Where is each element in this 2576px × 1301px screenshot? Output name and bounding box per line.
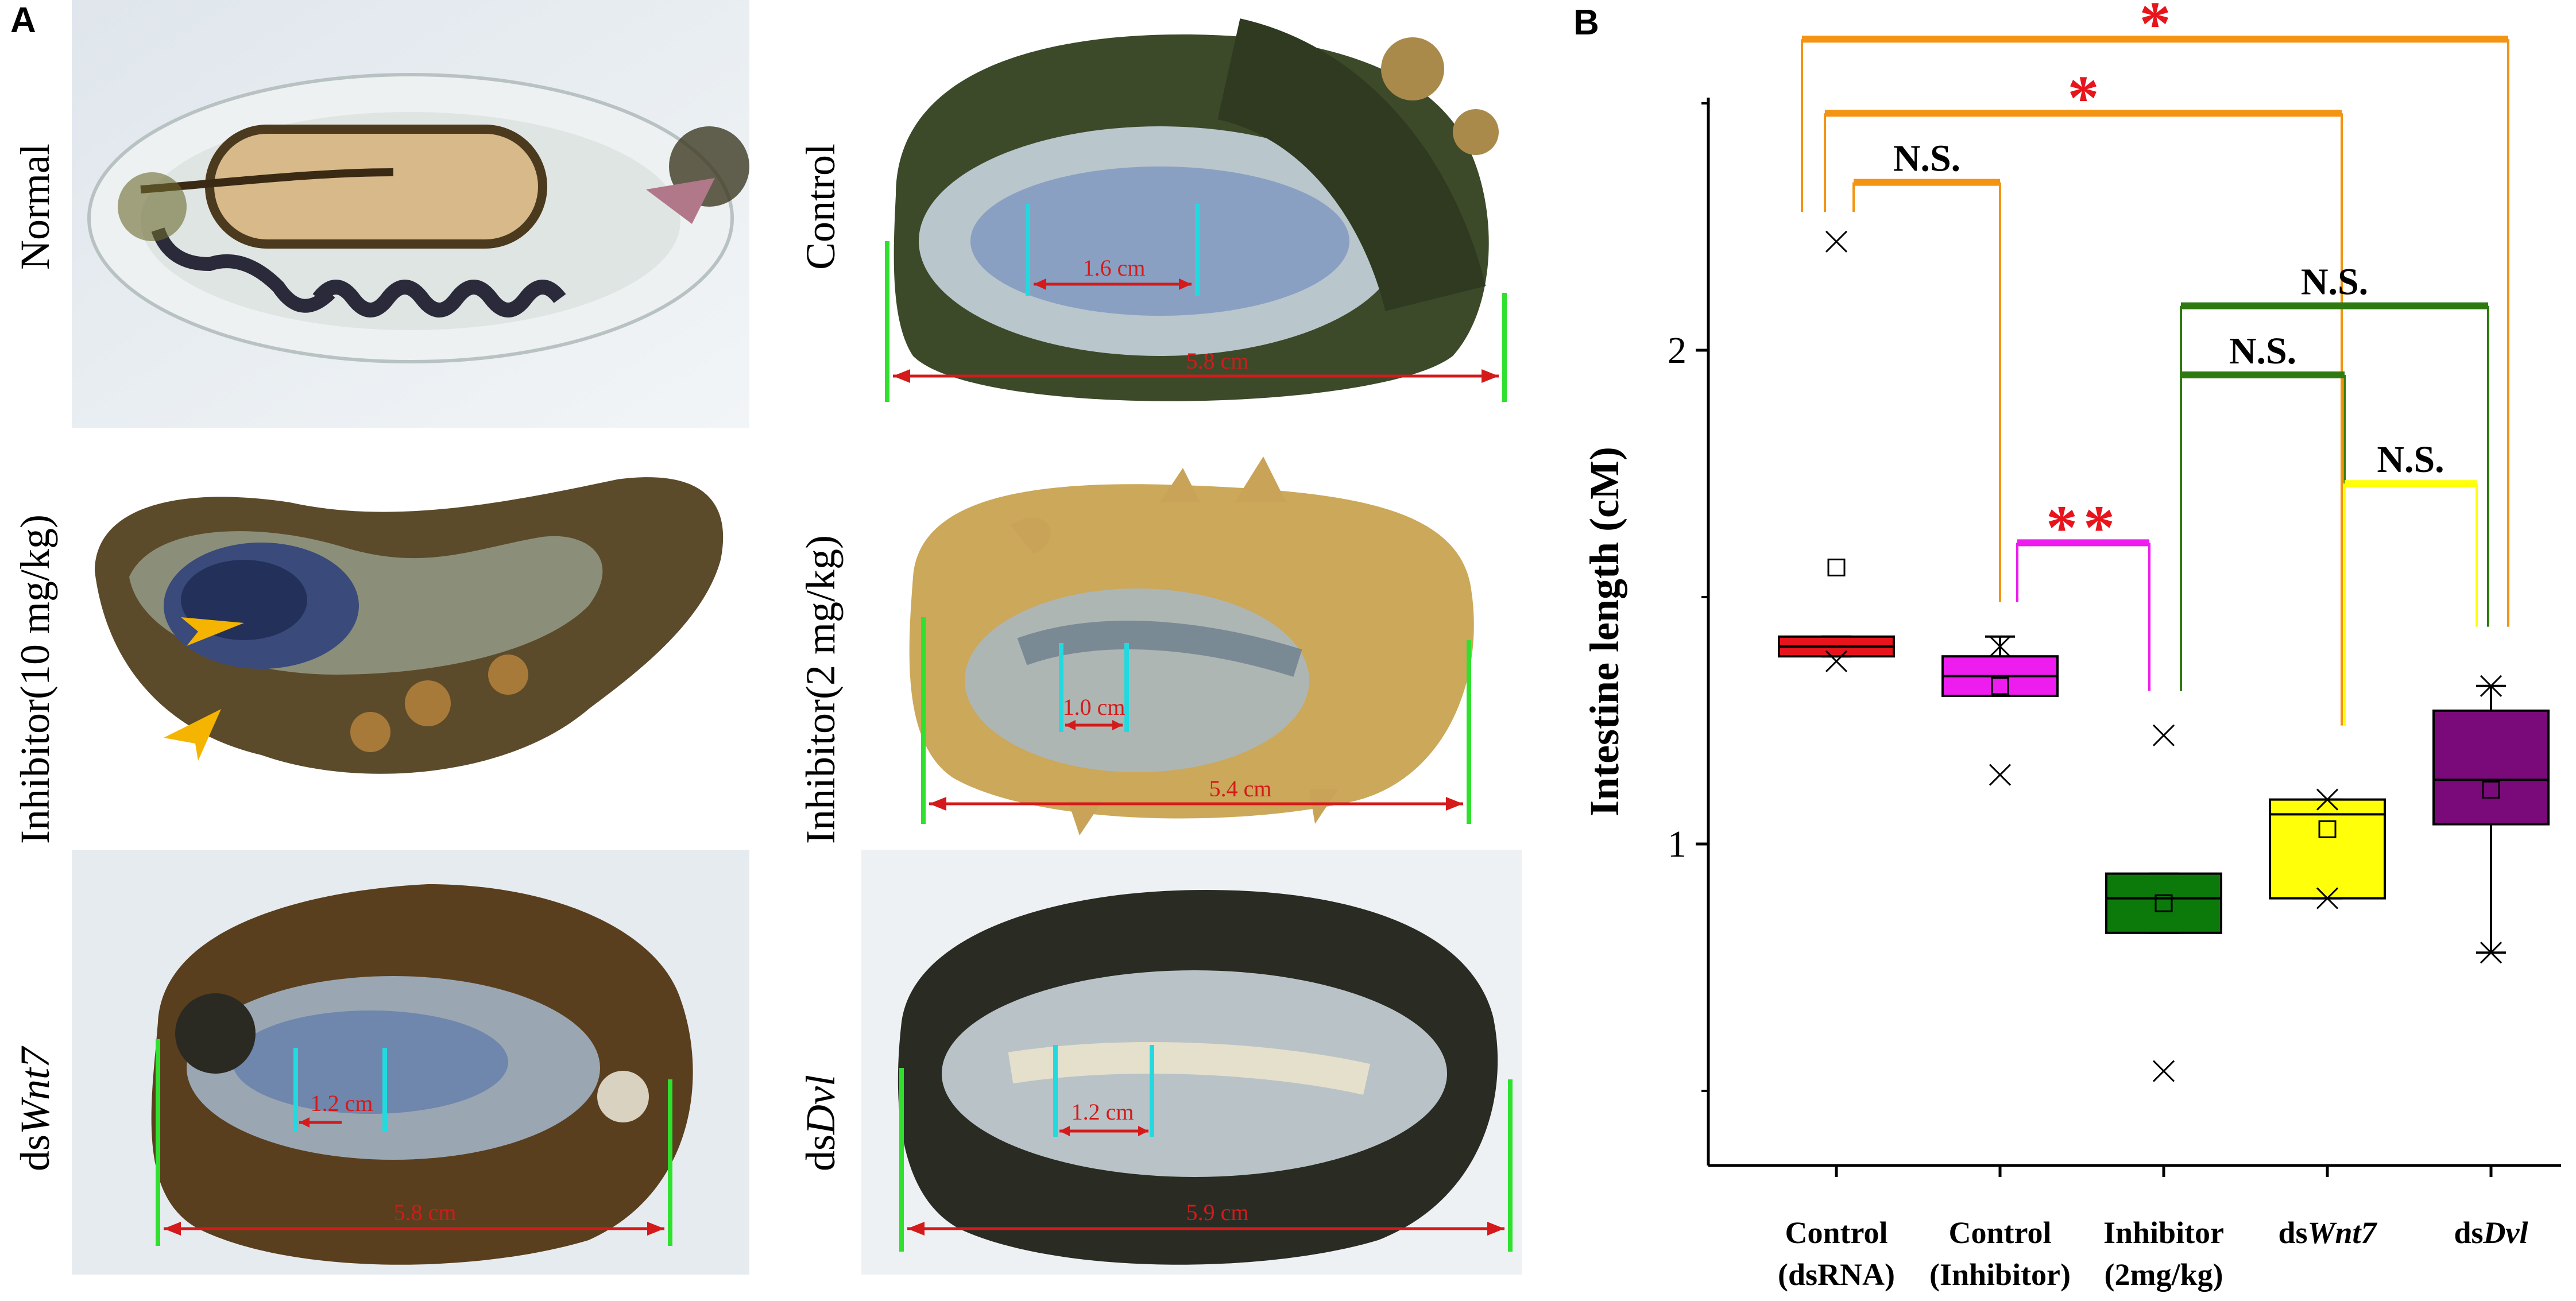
outlier-marker — [2480, 675, 2502, 697]
inhibitor2-measure-long: 5.4 cm — [1209, 776, 1272, 801]
outlier-marker — [2316, 788, 2339, 811]
x-tick-label: dsWnt7 — [2278, 1215, 2377, 1250]
photo-inhibitor-10 — [72, 433, 749, 847]
dswnt7-measure-long: 5.8 cm — [394, 1199, 457, 1225]
box-body — [2269, 798, 2386, 900]
box-body — [2432, 709, 2550, 826]
x-tick-label: (2mg/kg) — [2105, 1257, 2223, 1292]
outlier-marker — [2152, 1060, 2175, 1082]
label-dswnt7: dsWnt7 — [12, 1047, 58, 1171]
x-tick-label: dsDvl — [2454, 1215, 2528, 1250]
y-axis-label: Intestine length (cM) — [1581, 447, 1627, 816]
box-0 — [1778, 230, 1895, 672]
outlier-marker — [1989, 764, 2012, 786]
control-measure-long: 5.8 cm — [1186, 348, 1249, 374]
x-tick-label: Inhibitor — [2103, 1215, 2224, 1250]
significance-label: N.S. — [1893, 138, 1960, 180]
inhibitor2-measure-short: 1.0 cm — [1063, 694, 1125, 720]
label-inhibitor-2: Inhibitor(2 mg/kg) — [798, 535, 844, 844]
box-body — [2105, 872, 2222, 934]
box-4 — [2432, 675, 2550, 964]
x-tick-label: Control — [1948, 1215, 2051, 1250]
box-mean-marker — [2482, 780, 2500, 799]
dswnt7-measure-short: 1.2 cm — [311, 1090, 373, 1116]
label-dsdvl: dsDvl — [798, 1075, 844, 1171]
y-tick-label: 1 — [1668, 823, 1687, 865]
significance-brackets: **N.S.N.S.N.S.**N.S. — [1801, 0, 2509, 726]
outlier-marker — [2316, 887, 2339, 909]
dsdvl-measure-short: 1.2 cm — [1072, 1099, 1134, 1125]
box-mean-marker — [2155, 894, 2173, 912]
y-tick-label: 2 — [1668, 330, 1687, 371]
box-mean-marker — [2318, 820, 2337, 838]
boxes — [1778, 230, 2550, 1082]
significance-bracket: * — [1824, 63, 2343, 726]
significance-bracket: N.S. — [1852, 138, 2001, 602]
significance-bracket: N.S. — [2343, 439, 2478, 726]
significance-label: N.S. — [2301, 261, 2368, 303]
significance-bracket: ** — [2016, 492, 2150, 691]
panel-b-letter: B — [1573, 3, 1599, 42]
significance-label: N.S. — [2377, 439, 2444, 481]
significance-bracket: N.S. — [2180, 330, 2346, 726]
box-mean-marker — [1827, 558, 1846, 576]
significance-label: * — [2068, 63, 2099, 133]
dsdvl-measure-long: 5.9 cm — [1186, 1199, 1249, 1225]
control-measure-short: 1.6 cm — [1083, 255, 1146, 281]
photo-normal — [72, 0, 749, 428]
significance-label: * — [2140, 0, 2171, 59]
photo-dswnt7: 1.2 cm 5.8 cm — [72, 850, 749, 1275]
outlier-marker — [2152, 724, 2175, 746]
significance-label: ** — [2046, 492, 2121, 562]
axes: 1 2 Control (dsRNA) Control (Inhibitor) Inhibi… — [1668, 98, 2561, 1292]
panel-a-letter: A — [10, 1, 36, 40]
outlier-marker — [1989, 635, 2012, 658]
label-control: Control — [798, 143, 844, 270]
significance-bracket: * — [1801, 0, 2509, 627]
label-inhibitor-10: Inhibitor(10 mg/kg) — [12, 514, 58, 844]
x-tick-label: Control — [1785, 1215, 1887, 1250]
box-2 — [2105, 724, 2222, 1082]
x-tick-label: (dsRNA) — [1778, 1257, 1895, 1292]
box-3 — [2269, 788, 2386, 909]
photo-inhibitor-2: 1.0 cm 5.4 cm — [861, 433, 1522, 847]
label-normal: Normal — [12, 144, 58, 270]
box-mean-marker — [1991, 677, 2009, 695]
significance-label: N.S. — [2229, 330, 2296, 372]
outlier-marker — [1825, 230, 1848, 253]
photo-control: 1.6 cm 5.8 cm — [861, 0, 1522, 428]
x-tick-label: (Inhibitor) — [1929, 1257, 2071, 1292]
outlier-marker — [1825, 650, 1848, 672]
outlier-marker — [2480, 942, 2502, 964]
photo-dsdvl: 1.2 cm 5.9 cm — [861, 850, 1522, 1275]
box-1 — [1941, 635, 2059, 786]
box-plot-chart: B **N.S.N.S.N.S.**N.S. 12Control(dsRNA)C… — [1573, 0, 2561, 1292]
